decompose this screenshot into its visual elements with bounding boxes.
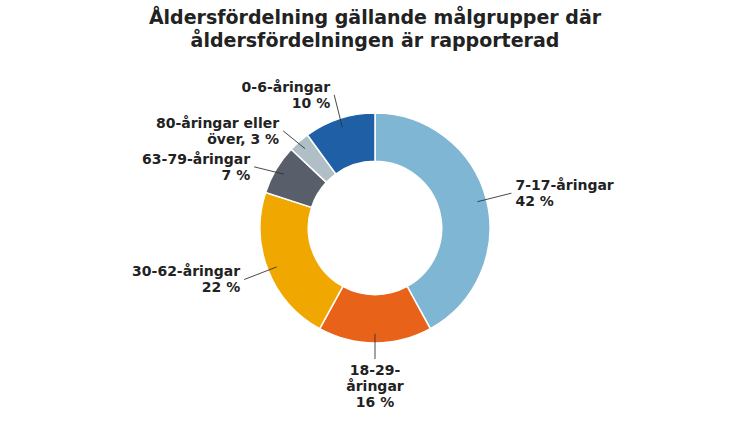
chart: Åldersfördelning gällande målgrupper där… xyxy=(0,0,750,436)
leader-line xyxy=(283,131,305,149)
slice-label: 18-29-åringar16 % xyxy=(346,362,404,410)
leader-line xyxy=(244,267,276,280)
leader-line xyxy=(334,95,342,128)
slice-label: 7-17-åringar42 % xyxy=(515,177,613,209)
leader-line xyxy=(254,167,284,174)
chart-container: Åldersfördelning gällande målgrupper där… xyxy=(0,0,750,436)
slices xyxy=(260,113,490,343)
slice-label: 80-åringar elleröver, 3 % xyxy=(156,115,279,147)
title: Åldersfördelning gällande målgrupper där… xyxy=(149,5,602,51)
background xyxy=(0,0,750,436)
labels: 7-17-åringar42 % 18-29-åringar16 % 30-62-å… xyxy=(132,79,614,410)
slice xyxy=(260,192,343,328)
slice-label: 30-62-åringar22 % xyxy=(132,263,240,295)
slice-label: 0-6-åringar10 % xyxy=(242,79,331,111)
slice-label: 63-79-åringar7 % xyxy=(142,151,250,183)
leader-line xyxy=(375,334,376,359)
leader-line xyxy=(477,193,511,202)
